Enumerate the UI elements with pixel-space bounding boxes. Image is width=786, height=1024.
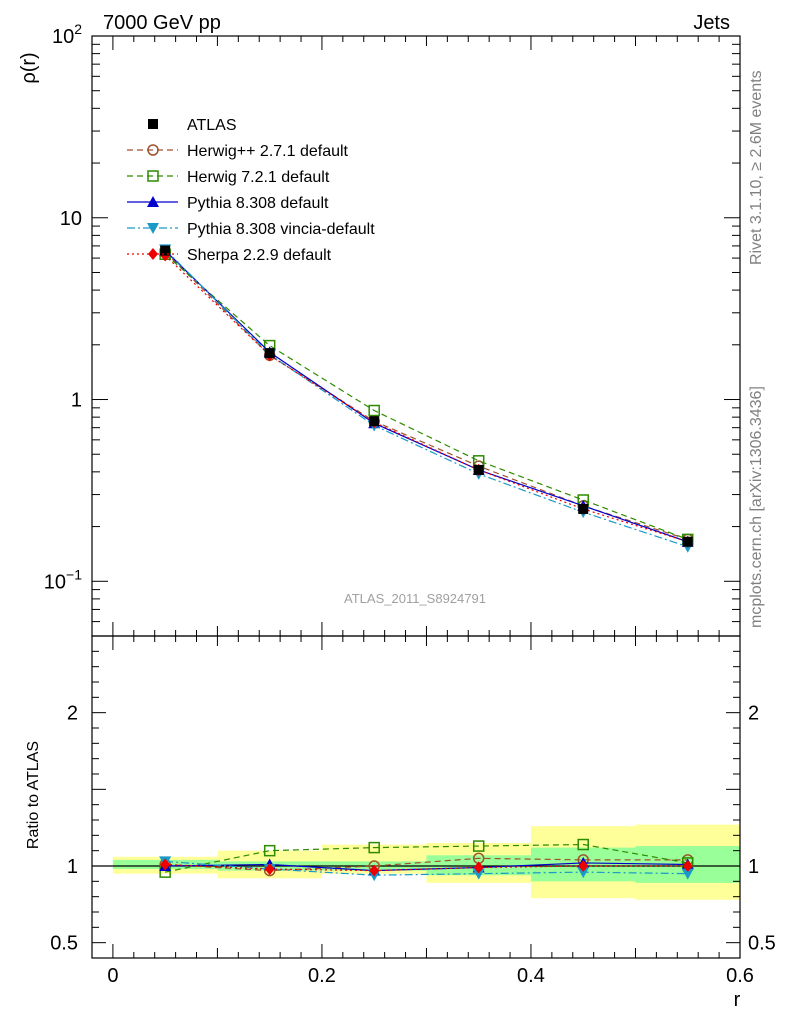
legend-label-pythia-8-308-vincia-default: Pythia 8.308 vincia-default [187,221,375,238]
main-line-pythia-8-308-default [164,250,688,543]
main-line-pythia-8-308-vincia-default [164,248,688,548]
ratio-line-sherpa-2-2-9-default [165,863,688,872]
x-axis-label: r [734,989,741,1011]
legend-label-atlas: ATLAS [187,117,237,134]
ratio-line-pythia-8-308-vincia-default [165,860,688,876]
legend-label-sherpa-2-2-9-default: Sherpa 2.2.9 default [187,247,332,264]
x-tick-label: 0.4 [517,965,545,987]
ratio-series-group [159,838,694,882]
main-y-tick-label: 102 [52,21,82,48]
main-point-atlas [473,464,484,475]
legend-label-herwig-7-2-1-default: Herwig 7.2.1 default [187,169,330,186]
plot-frames [91,35,741,959]
ratio-y-tick-label: 0.5 [50,933,78,955]
main-point-atlas [160,245,171,256]
legend-marker-herwig-7-2-1-default [147,170,159,182]
legend-label-pythia-8-308-default: Pythia 8.308 default [187,195,329,212]
ratio-y-tick-label-right: 1 [748,856,759,878]
header-left: 7000 GeV pp [103,12,221,34]
main-y-tick-label: 10 [60,208,82,230]
ratio-point-herwig-7-2-1-default [472,840,485,852]
ratio-ylabel: Ratio to ATLAS [25,741,42,849]
main-ylabel: ρ(r) [18,52,40,83]
main-y-tick-label: 10−1 [44,566,82,593]
ratio-point-sherpa-2-2-9-default [160,858,171,871]
analysis-watermark: ATLAS_2011_S8924791 [344,591,486,606]
ratio-line-herwig-7-2-1-default [165,843,688,873]
header-right: Jets [693,12,730,34]
main-series-group [159,244,694,553]
ratio-point-herwig-7-2-1-default [577,838,589,851]
ratio-y-tick-label: 2 [67,703,78,725]
main-line-sherpa-2-2-9-default [164,255,688,543]
ratio-point-pythia-8-308-vincia-default [577,867,590,879]
ratio-point-sherpa-2-2-9-default [578,860,589,872]
ratio-point-pythia-8-308-vincia-default [681,868,694,880]
source-label: mcplots.cern.ch [arXiv:1306.3436] [748,386,765,628]
main-point-atlas [369,416,380,427]
legend-marker-atlas [148,119,158,129]
ratio-frame [91,635,741,959]
x-tick-label: 0 [107,965,118,987]
main-point-atlas [264,348,275,359]
ratio-point-sherpa-2-2-9-default [264,863,275,876]
main-point-herwig-7-2-1-default [368,404,380,417]
legend-marker-sherpa-2-2-9-default [148,248,158,260]
legend-marker-pythia-8-308-vincia-default [147,223,159,234]
ratio-point-herwig-7-2-1-default [368,841,380,854]
ratio-point-sherpa-2-2-9-default [369,864,380,877]
axis-ticks [92,35,741,959]
ratio-y-tick-label: 1 [67,856,78,878]
ratio-line-herwig-2-7-1-default [165,857,688,872]
ratio-point-sherpa-2-2-9-default [682,860,693,872]
main-line-herwig-7-2-1-default [164,253,688,540]
ratio-point-pythia-8-308-vincia-default [472,868,485,880]
tick-labels: 10−1 1 10 102 0.5 0.5 1 1 2 2 0 0.2 0.4 0.6 [44,21,776,987]
legend: ATLAS Herwig++ 2.7.1 default Herwig 7.2.1 … [127,117,375,264]
legend-label-herwig-2-7-1-default: Herwig++ 2.7.1 default [187,143,349,160]
legend-marker-herwig-2-7-1-default [147,144,159,156]
rivet-label: Rivet 3.1.10, ≥ 2.6M events [748,70,765,265]
ratio-point-sherpa-2-2-9-default [473,861,484,874]
main-point-atlas [682,536,693,547]
x-tick-label: 0.6 [726,965,754,987]
ratio-y-tick-label-right: 2 [748,703,759,725]
main-y-tick-label: 1 [71,390,82,412]
ratio-point-herwig-7-2-1-default [263,844,276,857]
x-tick-label: 0.2 [308,965,336,987]
main-line-herwig-2-7-1-default [164,251,688,540]
main-point-atlas [578,503,589,514]
ratio-y-tick-label-right: 0.5 [748,933,776,955]
legend-marker-pythia-8-308-default [147,196,159,207]
